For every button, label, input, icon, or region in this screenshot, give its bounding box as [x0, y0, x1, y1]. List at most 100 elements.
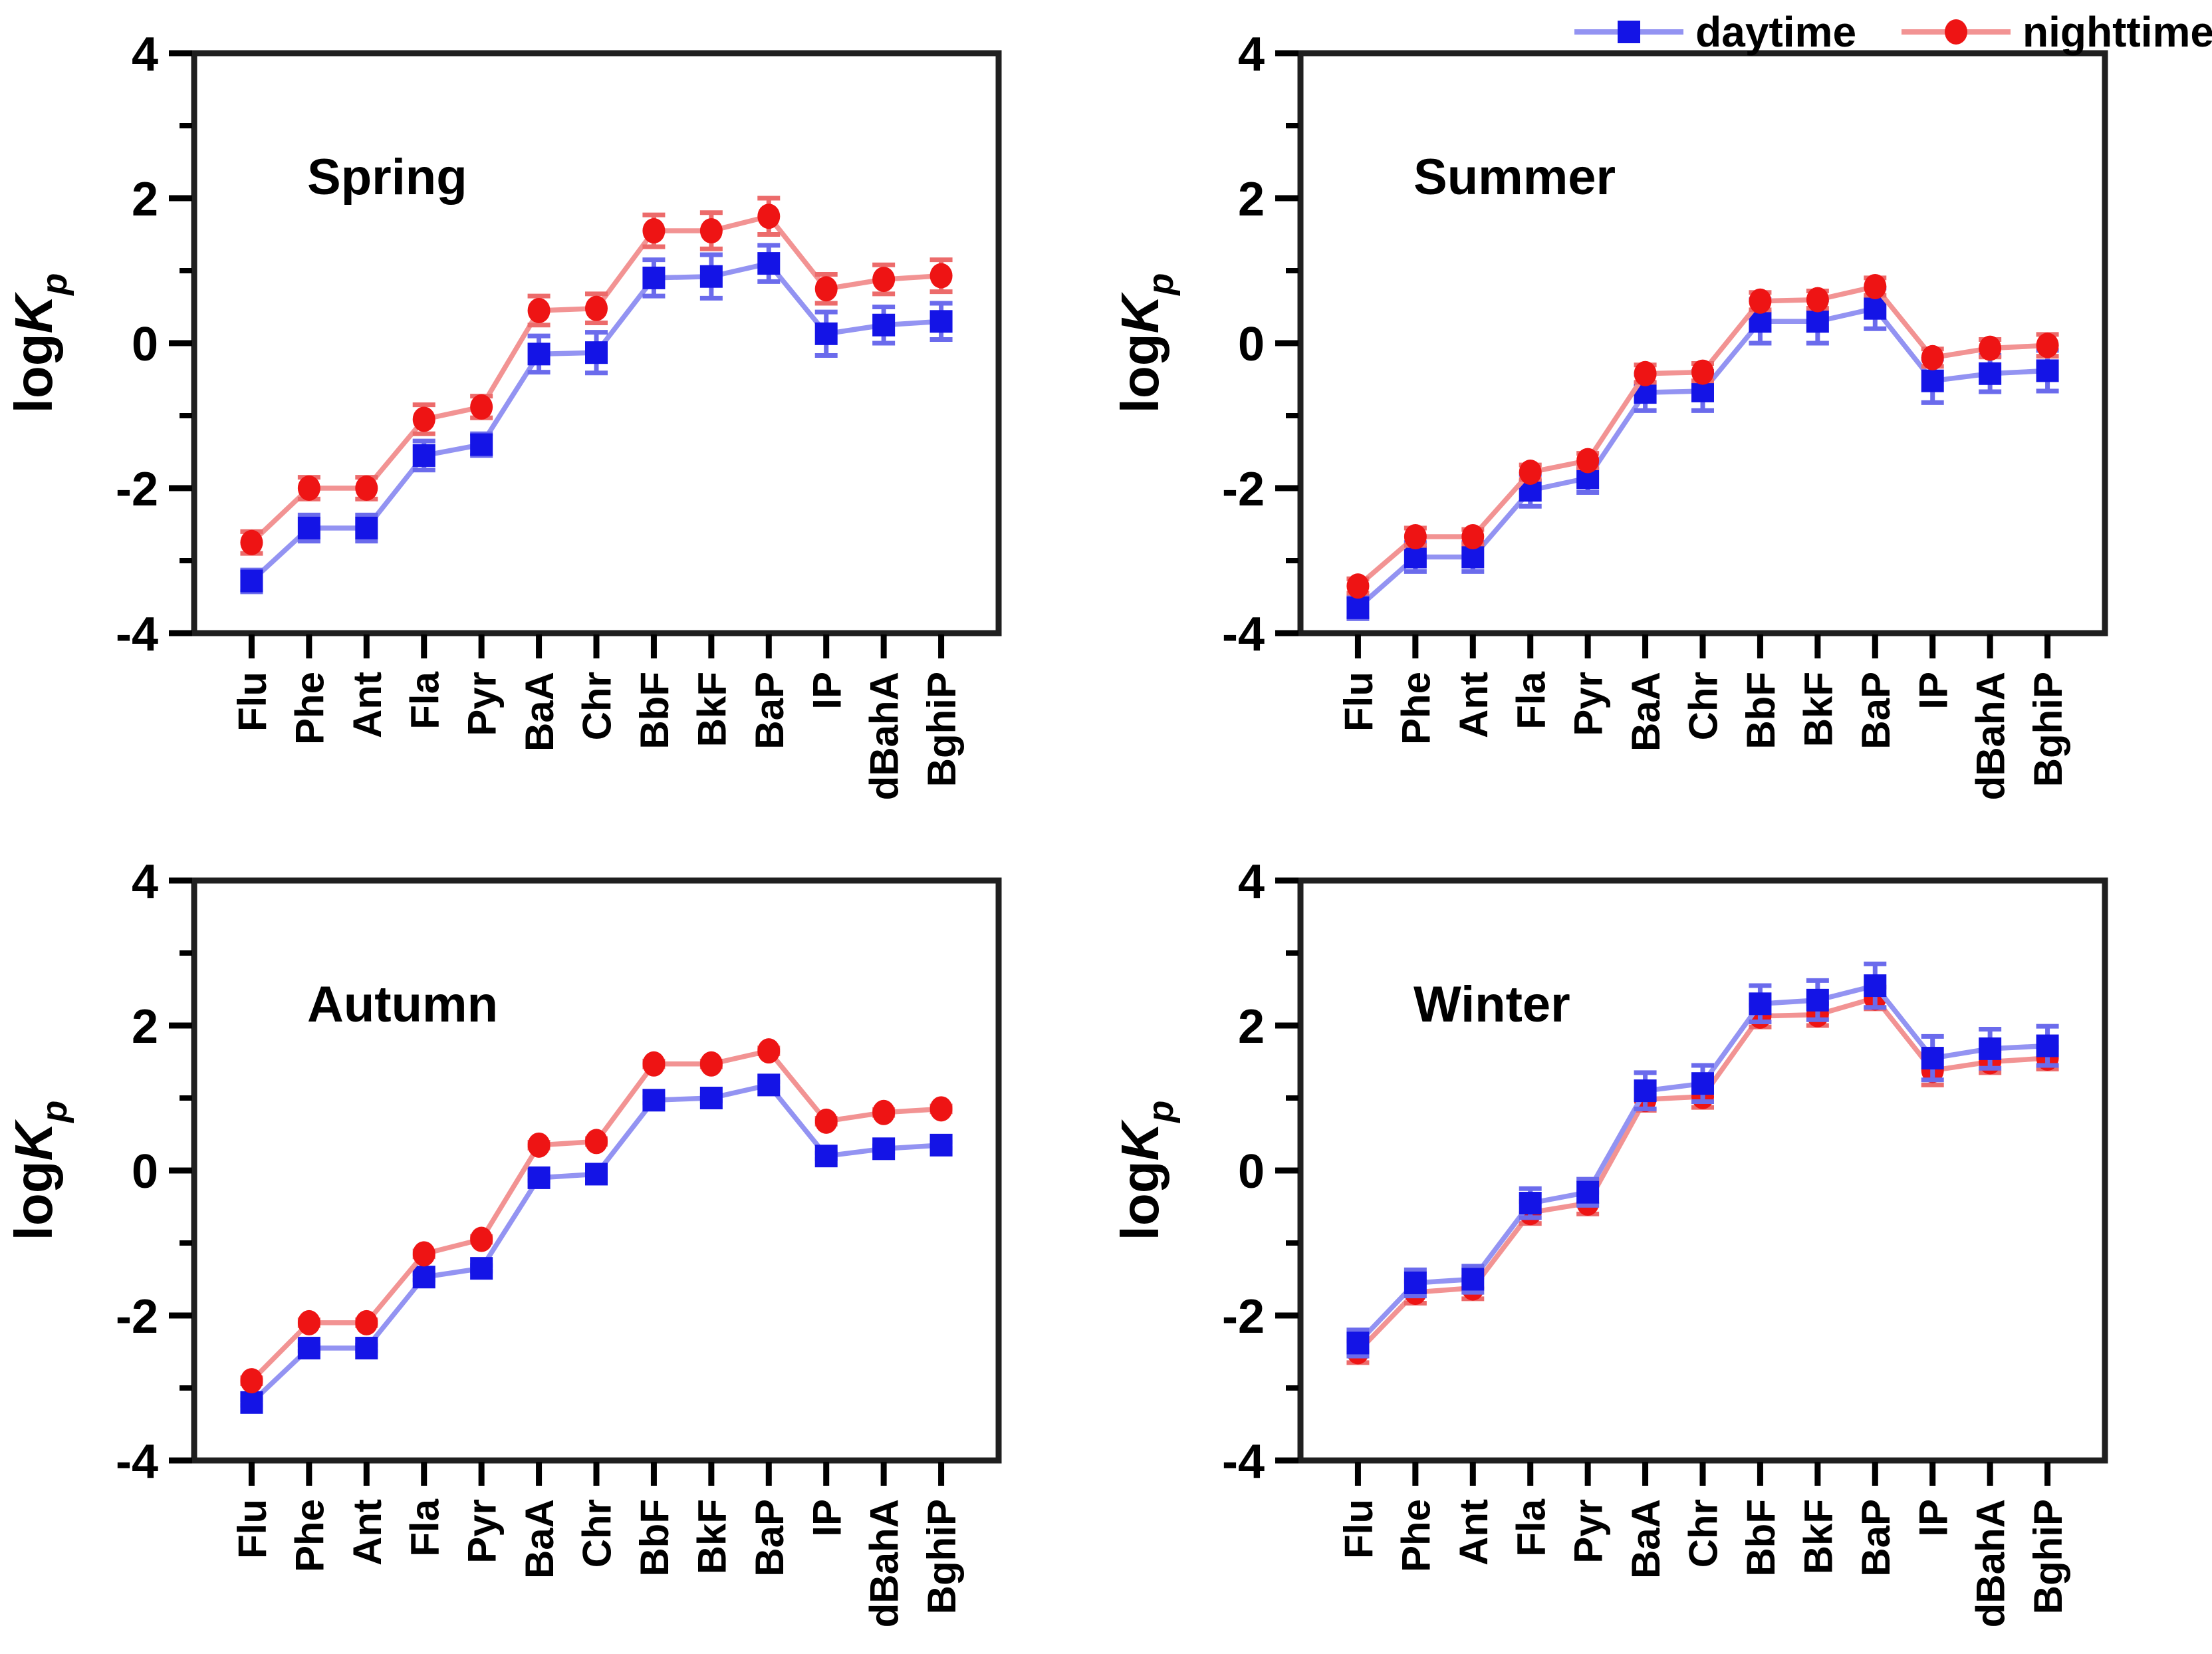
y-tick-label: 4 [132, 28, 158, 81]
y-tick-label: 0 [132, 318, 158, 371]
x-tick-label: BghiP [920, 672, 964, 787]
x-tick-label: Flu [230, 672, 275, 732]
legend-item-nighttime: nighttime [1899, 7, 2212, 57]
daytime-marker-icon [1572, 7, 1686, 57]
x-tick-label: IP [1911, 1499, 1955, 1537]
x-tick-label: BaP [747, 1499, 792, 1577]
x-tick-label: Flu [1336, 1499, 1381, 1559]
x-tick-label: Chr [1681, 1499, 1726, 1568]
y-tick-label: 2 [1238, 173, 1265, 226]
x-tick-label: BghiP [920, 1499, 964, 1614]
y-tick-label: 4 [1238, 855, 1265, 908]
series-line [1356, 284, 2048, 588]
x-tick-label: Fla [402, 1498, 447, 1556]
series-daytime [240, 243, 953, 595]
series-nighttime [1346, 273, 2059, 599]
x-tick-label: Flu [230, 1499, 275, 1559]
x-tick-label: BghiP [2026, 1499, 2070, 1614]
y-axis: 4 2 0 -2 -4 [116, 855, 192, 1488]
plot-frame [191, 50, 1002, 636]
y-tick-label: -4 [116, 608, 158, 661]
x-tick-label: Chr [1681, 672, 1726, 740]
y-axis-title: logKp [4, 1101, 74, 1241]
x-tick-label: Phe [1394, 1499, 1438, 1572]
panel-winter: 4 2 0 -2 -4 logKp Flu Phe Ant Fla Pyr BaA Chr BbF BkF B… [1106, 827, 2212, 1654]
panel-autumn: 4 2 0 -2 -4 logKp Flu Phe Ant Fla Pyr BaA Chr BbF BkF B… [0, 827, 1106, 1654]
panel-title: Autumn [307, 976, 498, 1033]
x-tick-label: BaP [747, 672, 792, 750]
x-tick-label: BghiP [2026, 672, 2070, 787]
x-tick-label: Ant [1451, 672, 1496, 738]
x-tick-label: IP [804, 1499, 849, 1537]
series-line [249, 1048, 941, 1383]
series-daytime [240, 1073, 953, 1414]
x-tick-label: Fla [1509, 671, 1553, 729]
y-tick-label: 2 [132, 173, 158, 226]
legend-label-daytime: daytime [1695, 7, 1857, 56]
x-tick-label: Fla [402, 671, 447, 729]
chart-panel-winter: 4 2 0 -2 -4 logKp Flu Phe Ant Fla Pyr BaA Chr BbF BkF B… [1110, 855, 2108, 1627]
x-tick-label: BbF [632, 672, 677, 750]
x-axis: Flu Phe Ant Fla Pyr BaA Chr BbF BkF BaP IP dBahA Bgh… [230, 634, 964, 800]
x-tick-label: BaA [1624, 672, 1668, 752]
x-tick-label: BkF [689, 1499, 734, 1574]
y-tick-label: -2 [1222, 463, 1265, 516]
x-tick-label: Pyr [460, 1499, 505, 1564]
x-tick-label: Ant [345, 672, 390, 738]
y-tick-label: -4 [1222, 1435, 1265, 1488]
series-nighttime [240, 196, 953, 556]
x-tick-label: BbF [632, 1499, 677, 1577]
x-tick-label: IP [1911, 672, 1955, 710]
panel-title: Winter [1413, 976, 1570, 1033]
x-tick-label: Phe [287, 672, 332, 745]
x-tick-label: dBahA [862, 1499, 907, 1627]
y-axis-title: logKp [4, 273, 74, 414]
y-tick-label: 2 [132, 1000, 158, 1053]
plot-frame [191, 877, 1002, 1464]
y-axis-title: logKp [1110, 1101, 1181, 1241]
x-tick-label: BaP [1854, 672, 1898, 750]
x-tick-label: Pyr [1566, 672, 1611, 736]
y-tick-label: 2 [1238, 1000, 1265, 1053]
y-tick-label: 0 [1238, 1145, 1265, 1198]
series-line [1356, 995, 2048, 1354]
x-tick-label: Pyr [1566, 1499, 1611, 1564]
x-tick-label: Flu [1336, 672, 1381, 732]
x-axis: Flu Phe Ant Fla Pyr BaA Chr BbF BkF BaP IP dBahA Bgh… [1336, 1462, 2070, 1627]
panel-title: Summer [1413, 149, 1616, 206]
plot-frame [1297, 50, 2108, 636]
chart-panel-summer: 4 2 0 -2 -4 logKp Flu Phe Ant Fla Pyr BaA Chr BbF BkF B… [1110, 28, 2108, 800]
x-tick-label: BkF [1796, 1499, 1840, 1574]
x-tick-label: dBahA [1969, 672, 2013, 800]
y-tick-label: 4 [132, 855, 158, 908]
y-tick-label: -2 [1222, 1290, 1265, 1343]
y-axis: 4 2 0 -2 -4 [1222, 28, 1298, 661]
nighttime-marker-icon [1899, 7, 2013, 57]
x-tick-label: Fla [1509, 1498, 1553, 1556]
chart-panel-autumn: 4 2 0 -2 -4 logKp Flu Phe Ant Fla Pyr BaA Chr BbF BkF B… [4, 855, 1002, 1627]
y-tick-label: -4 [1222, 608, 1265, 661]
y-tick-label: 4 [1238, 28, 1265, 81]
chart-panel-spring: 4 2 0 -2 -4 logKp Flu Phe Ant Fla Pyr BaA Chr BbF BkF B… [4, 28, 1002, 800]
series-daytime [1346, 961, 2059, 1359]
x-tick-label: dBahA [862, 672, 907, 800]
x-tick-label: Chr [575, 672, 620, 740]
x-tick-label: IP [804, 672, 849, 710]
x-tick-label: BkF [1796, 672, 1840, 747]
y-axis: 4 2 0 -2 -4 [116, 28, 192, 661]
x-tick-label: BaA [1624, 1499, 1668, 1579]
x-tick-label: BaA [517, 672, 562, 752]
x-tick-label: Ant [345, 1499, 390, 1566]
series-daytime [1346, 285, 2059, 621]
x-tick-label: BbF [1739, 672, 1783, 750]
panel-summer: 4 2 0 -2 -4 logKp Flu Phe Ant Fla Pyr BaA Chr BbF BkF B… [1106, 0, 2212, 827]
legend-label-nighttime: nighttime [2023, 7, 2212, 56]
panel-title: Spring [307, 149, 467, 206]
x-tick-label: Ant [1451, 1499, 1496, 1566]
x-tick-label: Pyr [460, 672, 505, 736]
legend-item-daytime: daytime [1572, 7, 1856, 57]
series-nighttime [1346, 984, 2059, 1365]
x-axis: Flu Phe Ant Fla Pyr BaA Chr BbF BkF BaP IP dBahA Bgh… [1336, 634, 2070, 800]
series-nighttime [240, 1038, 953, 1394]
